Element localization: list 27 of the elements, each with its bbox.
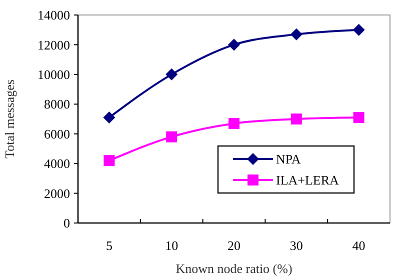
y-tick-label: 8000 xyxy=(44,96,70,112)
point xyxy=(166,68,178,80)
point xyxy=(290,28,302,40)
x-tick-label: 30 xyxy=(290,238,303,253)
point xyxy=(103,112,116,124)
legend-label: NPA xyxy=(276,152,302,167)
y-tick-label: 4000 xyxy=(44,156,70,172)
y-tick-label: 0 xyxy=(64,216,70,231)
x-tick-label: 5 xyxy=(106,238,112,253)
point xyxy=(290,114,302,124)
y-tick-label: 6000 xyxy=(44,126,70,142)
point xyxy=(166,131,178,142)
point xyxy=(228,118,240,129)
y-tick-label: 10000 xyxy=(38,66,70,82)
legend-label: ILA+LERA xyxy=(276,172,340,188)
x-tick-label: 40 xyxy=(352,238,366,253)
x-tick-label: 10 xyxy=(165,238,178,253)
y-axis-title: Total messages xyxy=(2,80,17,158)
point xyxy=(228,38,240,51)
point xyxy=(353,112,364,124)
x-axis-title: Known node ratio (%) xyxy=(176,261,292,276)
point xyxy=(352,24,365,36)
point xyxy=(104,155,115,166)
y-tick-label: 14000 xyxy=(38,8,70,23)
x-tick-label: 20 xyxy=(228,238,240,253)
y-tick-label: 2000 xyxy=(44,186,70,201)
y-tick-label: 12000 xyxy=(38,37,70,52)
